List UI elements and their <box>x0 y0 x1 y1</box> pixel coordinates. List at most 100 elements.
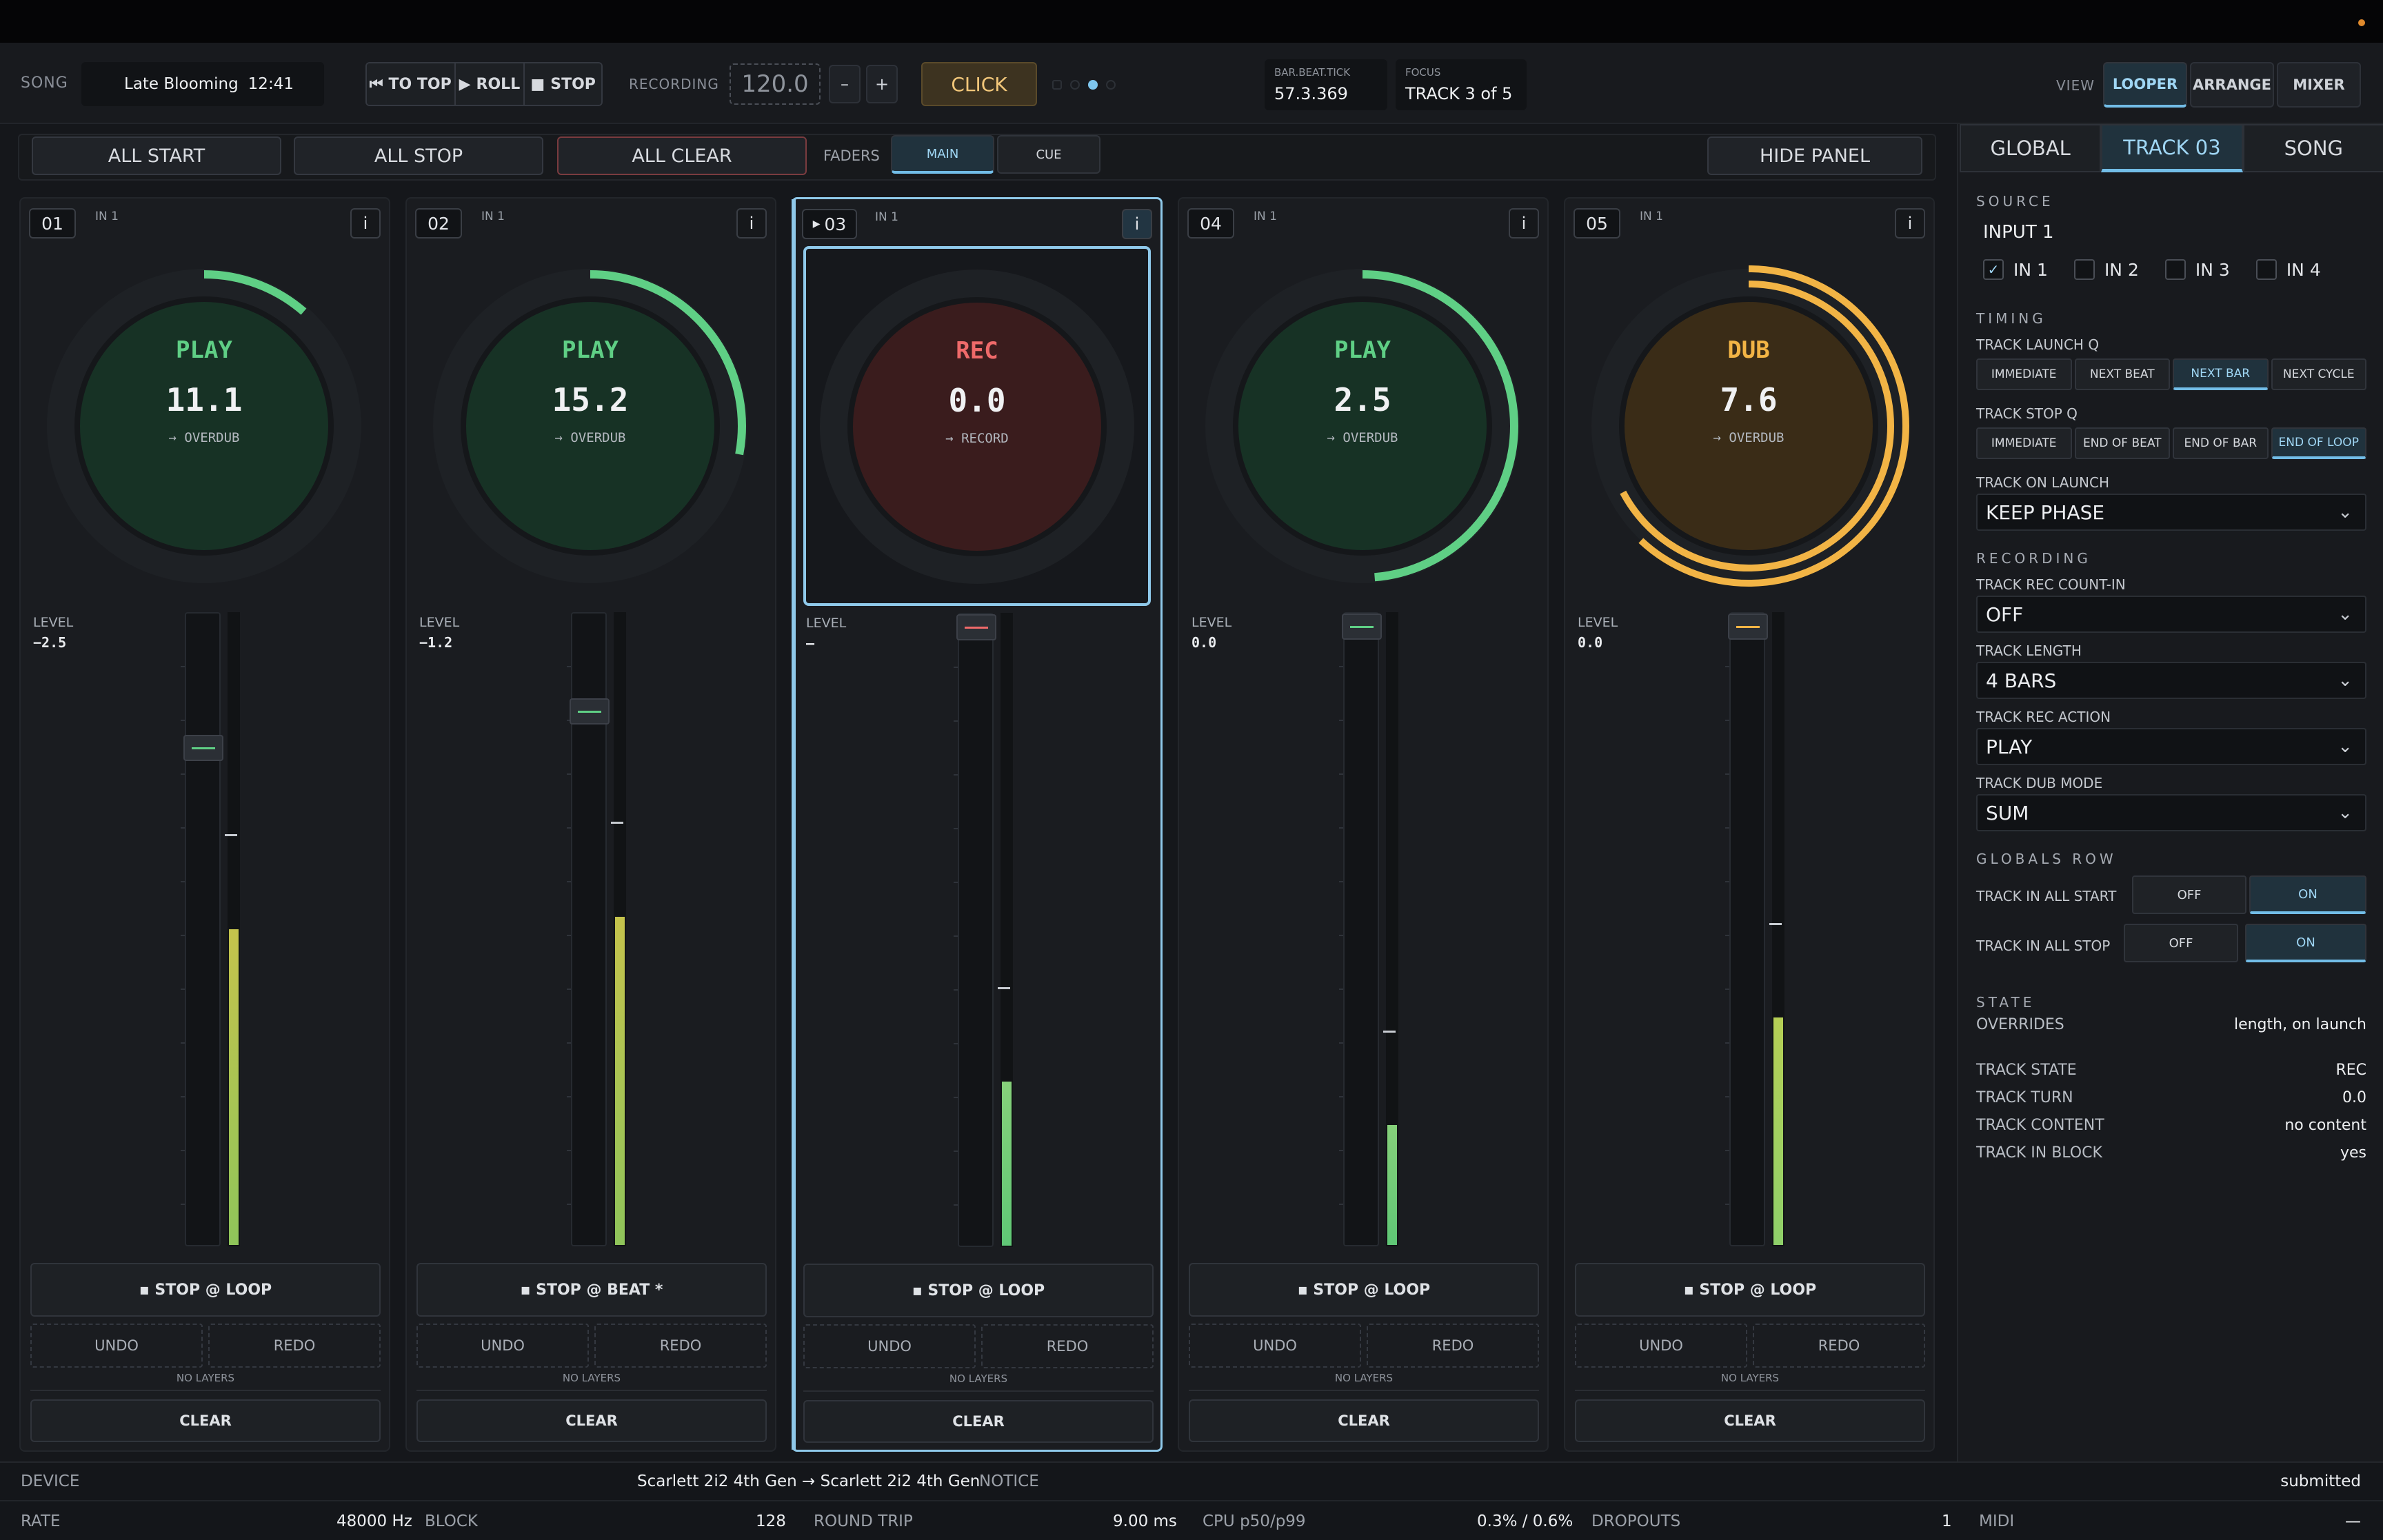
chevron-down-icon: ⌄ <box>2337 604 2353 625</box>
level-fader[interactable] <box>1342 612 1382 1246</box>
length-dropdown[interactable]: 4 BARS ⌄ <box>1976 662 2366 699</box>
tempo-decrease-button[interactable]: – <box>829 65 861 103</box>
undo-button[interactable]: UNDO <box>1189 1324 1361 1368</box>
stop-button[interactable]: ■ STOP <box>525 63 601 105</box>
level-fader[interactable] <box>1728 612 1768 1246</box>
loop-ring[interactable]: PLAY 2.5 → OVERDUB <box>1190 254 1535 598</box>
stop-q-end-of-loop[interactable]: END OF LOOP <box>2271 427 2366 459</box>
redo-button[interactable]: REDO <box>1367 1324 1539 1368</box>
all-start-on-toggle[interactable]: ON <box>2249 875 2366 914</box>
clear-button[interactable]: CLEAR <box>416 1399 767 1442</box>
stop-at-button[interactable]: ▪ STOP @ LOOP <box>30 1263 381 1317</box>
undo-button[interactable]: UNDO <box>30 1324 203 1368</box>
stop-at-button[interactable]: ▪ STOP @ BEAT * <box>416 1263 767 1317</box>
info-icon[interactable]: i <box>1509 208 1539 239</box>
beat-dot <box>1106 80 1116 90</box>
input-checkbox-1[interactable]: ✓ IN 1 <box>1983 259 2048 280</box>
view-tab-arrange[interactable]: ARRANGE <box>2190 62 2274 108</box>
all-clear-button[interactable]: ALL CLEAR <box>557 136 807 175</box>
fader-tick <box>1725 989 1732 990</box>
stop-at-button[interactable]: ▪ STOP @ LOOP <box>1575 1263 1925 1317</box>
all-stop-on-toggle[interactable]: ON <box>2245 924 2366 962</box>
rec-action-dropdown[interactable]: PLAY ⌄ <box>1976 728 2366 765</box>
all-start-button[interactable]: ALL START <box>32 136 281 175</box>
info-icon[interactable]: i <box>736 208 767 239</box>
track-strip: 01 IN 1 i PLAY 11.1 → OVERDUB LEVEL −2.5 <box>19 197 390 1452</box>
tempo-field[interactable]: 120.0 <box>730 63 821 105</box>
level-fader[interactable] <box>956 613 996 1247</box>
song-selector[interactable]: Late Blooming 12:41 <box>81 62 324 106</box>
fader-handle[interactable] <box>570 698 610 725</box>
loop-ring[interactable]: REC 0.0 → RECORD <box>803 246 1151 606</box>
peak-marker <box>611 821 623 824</box>
track-number[interactable]: 01 <box>29 208 76 239</box>
loop-ring[interactable]: PLAY 11.1 → OVERDUB <box>32 254 376 598</box>
launch-q-next-cycle[interactable]: NEXT CYCLE <box>2271 358 2366 390</box>
input-checkbox-2[interactable]: IN 2 <box>2073 259 2139 280</box>
launch-q-next-bar[interactable]: NEXT BAR <box>2173 358 2269 390</box>
clear-button[interactable]: CLEAR <box>1575 1399 1925 1442</box>
round-trip-label: ROUND TRIP <box>814 1512 913 1530</box>
undo-button[interactable]: UNDO <box>803 1324 976 1368</box>
track-number[interactable]: 05 <box>1573 208 1620 239</box>
stop-at-button[interactable]: ▪ STOP @ LOOP <box>1189 1263 1539 1317</box>
view-tab-mixer[interactable]: MIXER <box>2277 62 2361 108</box>
fader-handle[interactable] <box>1728 614 1768 640</box>
track-number[interactable]: 02 <box>415 208 462 239</box>
roll-button[interactable]: ▶ ROLL <box>455 63 525 105</box>
info-icon[interactable]: i <box>1122 209 1152 239</box>
stop-q-end-of-bar[interactable]: END OF BAR <box>2173 427 2269 459</box>
fader-handle[interactable] <box>956 614 996 640</box>
info-icon[interactable]: i <box>1895 208 1925 239</box>
view-tab-looper[interactable]: LOOPER <box>2103 62 2187 108</box>
song-time: 12:41 <box>248 75 294 93</box>
undo-button[interactable]: UNDO <box>416 1324 589 1368</box>
clear-button[interactable]: CLEAR <box>803 1400 1154 1443</box>
input-checkbox-3[interactable]: IN 3 <box>2164 259 2230 280</box>
redo-button[interactable]: REDO <box>1753 1324 1925 1368</box>
panel-tab-song[interactable]: SONG <box>2242 124 2383 172</box>
level-fader[interactable] <box>183 612 223 1246</box>
panel-tab-track[interactable]: TRACK 03 <box>2101 124 2243 172</box>
clear-button[interactable]: CLEAR <box>30 1399 381 1442</box>
launch-q-immediate[interactable]: IMMEDIATE <box>1976 358 2072 390</box>
loop-ring[interactable]: DUB 7.6 → OVERDUB <box>1576 254 1921 598</box>
clear-button[interactable]: CLEAR <box>1189 1399 1539 1442</box>
redo-button[interactable]: REDO <box>208 1324 381 1368</box>
level-fader[interactable] <box>570 612 610 1246</box>
level-meter <box>614 612 626 1246</box>
loop-ring[interactable]: PLAY 15.2 → OVERDUB <box>418 254 763 598</box>
count-in-dropdown[interactable]: OFF ⌄ <box>1976 596 2366 633</box>
to-top-button[interactable]: ⏮ TO TOP <box>367 63 456 105</box>
track-in-block-row: TRACK IN BLOCK yes <box>1976 1144 2366 1162</box>
redo-button[interactable]: REDO <box>981 1324 1154 1368</box>
track-number[interactable]: 04 <box>1187 208 1234 239</box>
launch-q-next-beat[interactable]: NEXT BEAT <box>2074 358 2170 390</box>
all-stop-button[interactable]: ALL STOP <box>294 136 543 175</box>
fader-handle[interactable] <box>1342 614 1382 640</box>
track-number[interactable]: ▶ 03 <box>802 209 857 239</box>
stop-at-button[interactable]: ▪ STOP @ LOOP <box>803 1264 1154 1317</box>
faders-main-toggle[interactable]: MAIN <box>891 135 994 174</box>
on-launch-dropdown[interactable]: KEEP PHASE ⌄ <box>1976 494 2366 531</box>
fader-tick <box>181 1204 188 1205</box>
redo-button[interactable]: REDO <box>594 1324 767 1368</box>
level-meter <box>228 612 240 1246</box>
click-button[interactable]: CLICK <box>921 62 1037 106</box>
fader-handle[interactable] <box>183 735 223 761</box>
fader-handle-line <box>965 627 988 629</box>
panel-tab-global[interactable]: GLOBAL <box>1960 124 2102 172</box>
info-icon[interactable]: i <box>350 208 381 239</box>
faders-cue-toggle[interactable]: CUE <box>997 135 1100 174</box>
stop-q-immediate[interactable]: IMMEDIATE <box>1976 427 2072 459</box>
track-state-value: REC <box>2335 1062 2366 1079</box>
all-stop-off-toggle[interactable]: OFF <box>2124 924 2238 962</box>
stop-q-end-of-beat[interactable]: END OF BEAT <box>2074 427 2170 459</box>
hide-panel-button[interactable]: HIDE PANEL <box>1707 136 1922 175</box>
all-start-off-toggle[interactable]: OFF <box>2132 875 2246 914</box>
undo-button[interactable]: UNDO <box>1575 1324 1747 1368</box>
dub-mode-dropdown[interactable]: SUM ⌄ <box>1976 794 2366 831</box>
tempo-increase-button[interactable]: + <box>866 65 898 103</box>
notice-value: submitted <box>2280 1472 2361 1490</box>
input-checkbox-4[interactable]: IN 4 <box>2255 259 2321 280</box>
